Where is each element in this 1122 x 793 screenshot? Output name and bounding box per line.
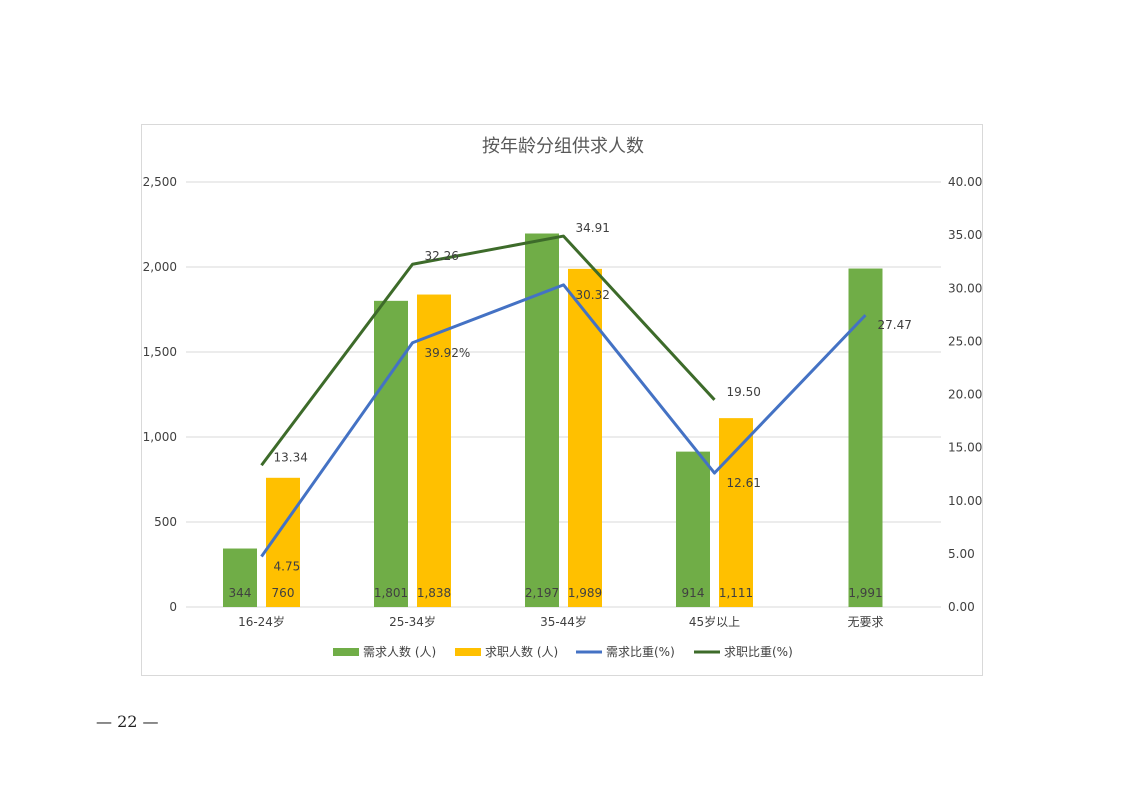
line-data-label: 32.26 xyxy=(425,249,459,263)
bar xyxy=(223,548,257,607)
line-data-label: 4.75 xyxy=(274,560,301,574)
line-data-label: 13.34 xyxy=(274,450,308,464)
bar xyxy=(568,268,602,607)
bar-data-label: 1,801 xyxy=(374,586,408,600)
x-tick-label: 16-24岁 xyxy=(238,614,285,629)
bar xyxy=(374,300,408,607)
y2-tick-label: 0.00 xyxy=(948,600,975,614)
y-tick-label: 2,000 xyxy=(143,260,177,274)
y2-tick-label: 30.00 xyxy=(948,281,982,295)
chart-frame: 按年龄分组供求人数 0 500 1,000 1,500 2,000 2,500 0.00 5.0… xyxy=(141,124,983,676)
line-data-label: 19.50 xyxy=(727,385,761,399)
y-tick-label: 1,500 xyxy=(143,345,177,359)
y2-tick-label: 10.00 xyxy=(948,494,982,508)
y-tick-label: 1,000 xyxy=(143,430,177,444)
line-data-label: 30.32 xyxy=(576,288,610,302)
line-data-label: 39.92% xyxy=(425,346,471,360)
line-data-label: 27.47 xyxy=(878,318,912,332)
chart-svg: 按年龄分组供求人数 0 500 1,000 1,500 2,000 2,500 0.00 5.0… xyxy=(143,136,983,659)
bar-data-label: 1,989 xyxy=(568,586,602,600)
legend-swatch xyxy=(333,648,359,656)
legend-swatch xyxy=(455,648,481,656)
bar-data-label: 1,991 xyxy=(848,586,882,600)
x-tick-label: 35-44岁 xyxy=(540,614,587,629)
bar-data-label: 1,838 xyxy=(417,586,451,600)
y2-tick-label: 5.00 xyxy=(948,547,975,561)
y2-tick-label: 40.00 xyxy=(948,175,982,189)
x-tick-label: 25-34岁 xyxy=(389,614,436,629)
legend-label: 需求人数 (人) xyxy=(363,644,436,659)
bar xyxy=(719,418,753,607)
line-data-label: 12.61 xyxy=(727,476,761,490)
bar-data-label: 1,111 xyxy=(719,586,753,600)
chart-title: 按年龄分组供求人数 xyxy=(482,136,644,157)
bar xyxy=(676,451,710,607)
bar-data-label: 344 xyxy=(229,586,252,600)
y2-tick-label: 25.00 xyxy=(948,334,982,348)
series-line xyxy=(260,283,867,558)
page-number: — 22 — xyxy=(96,712,159,731)
x-tick-label: 无要求 xyxy=(847,615,883,629)
line-data-label: 34.91 xyxy=(576,221,610,235)
y-tick-label: 500 xyxy=(154,515,177,529)
bar xyxy=(525,233,559,607)
bar-data-label: 760 xyxy=(272,586,295,600)
bar xyxy=(417,294,451,607)
bar-data-label: 2,197 xyxy=(525,586,559,600)
y2-tick-label: 15.00 xyxy=(948,441,982,455)
legend-label: 求职人数 (人) xyxy=(485,644,558,659)
bar-data-label: 914 xyxy=(682,586,705,600)
y2-tick-label: 20.00 xyxy=(948,388,982,402)
legend-label: 需求比重(%) xyxy=(606,645,675,659)
series-line xyxy=(260,234,716,467)
legend-label: 求职比重(%) xyxy=(724,645,793,659)
x-tick-label: 45岁以上 xyxy=(689,614,740,629)
y-tick-label: 2,500 xyxy=(143,175,177,189)
y-tick-label: 0 xyxy=(169,600,177,614)
y2-tick-label: 35.00 xyxy=(948,228,982,242)
